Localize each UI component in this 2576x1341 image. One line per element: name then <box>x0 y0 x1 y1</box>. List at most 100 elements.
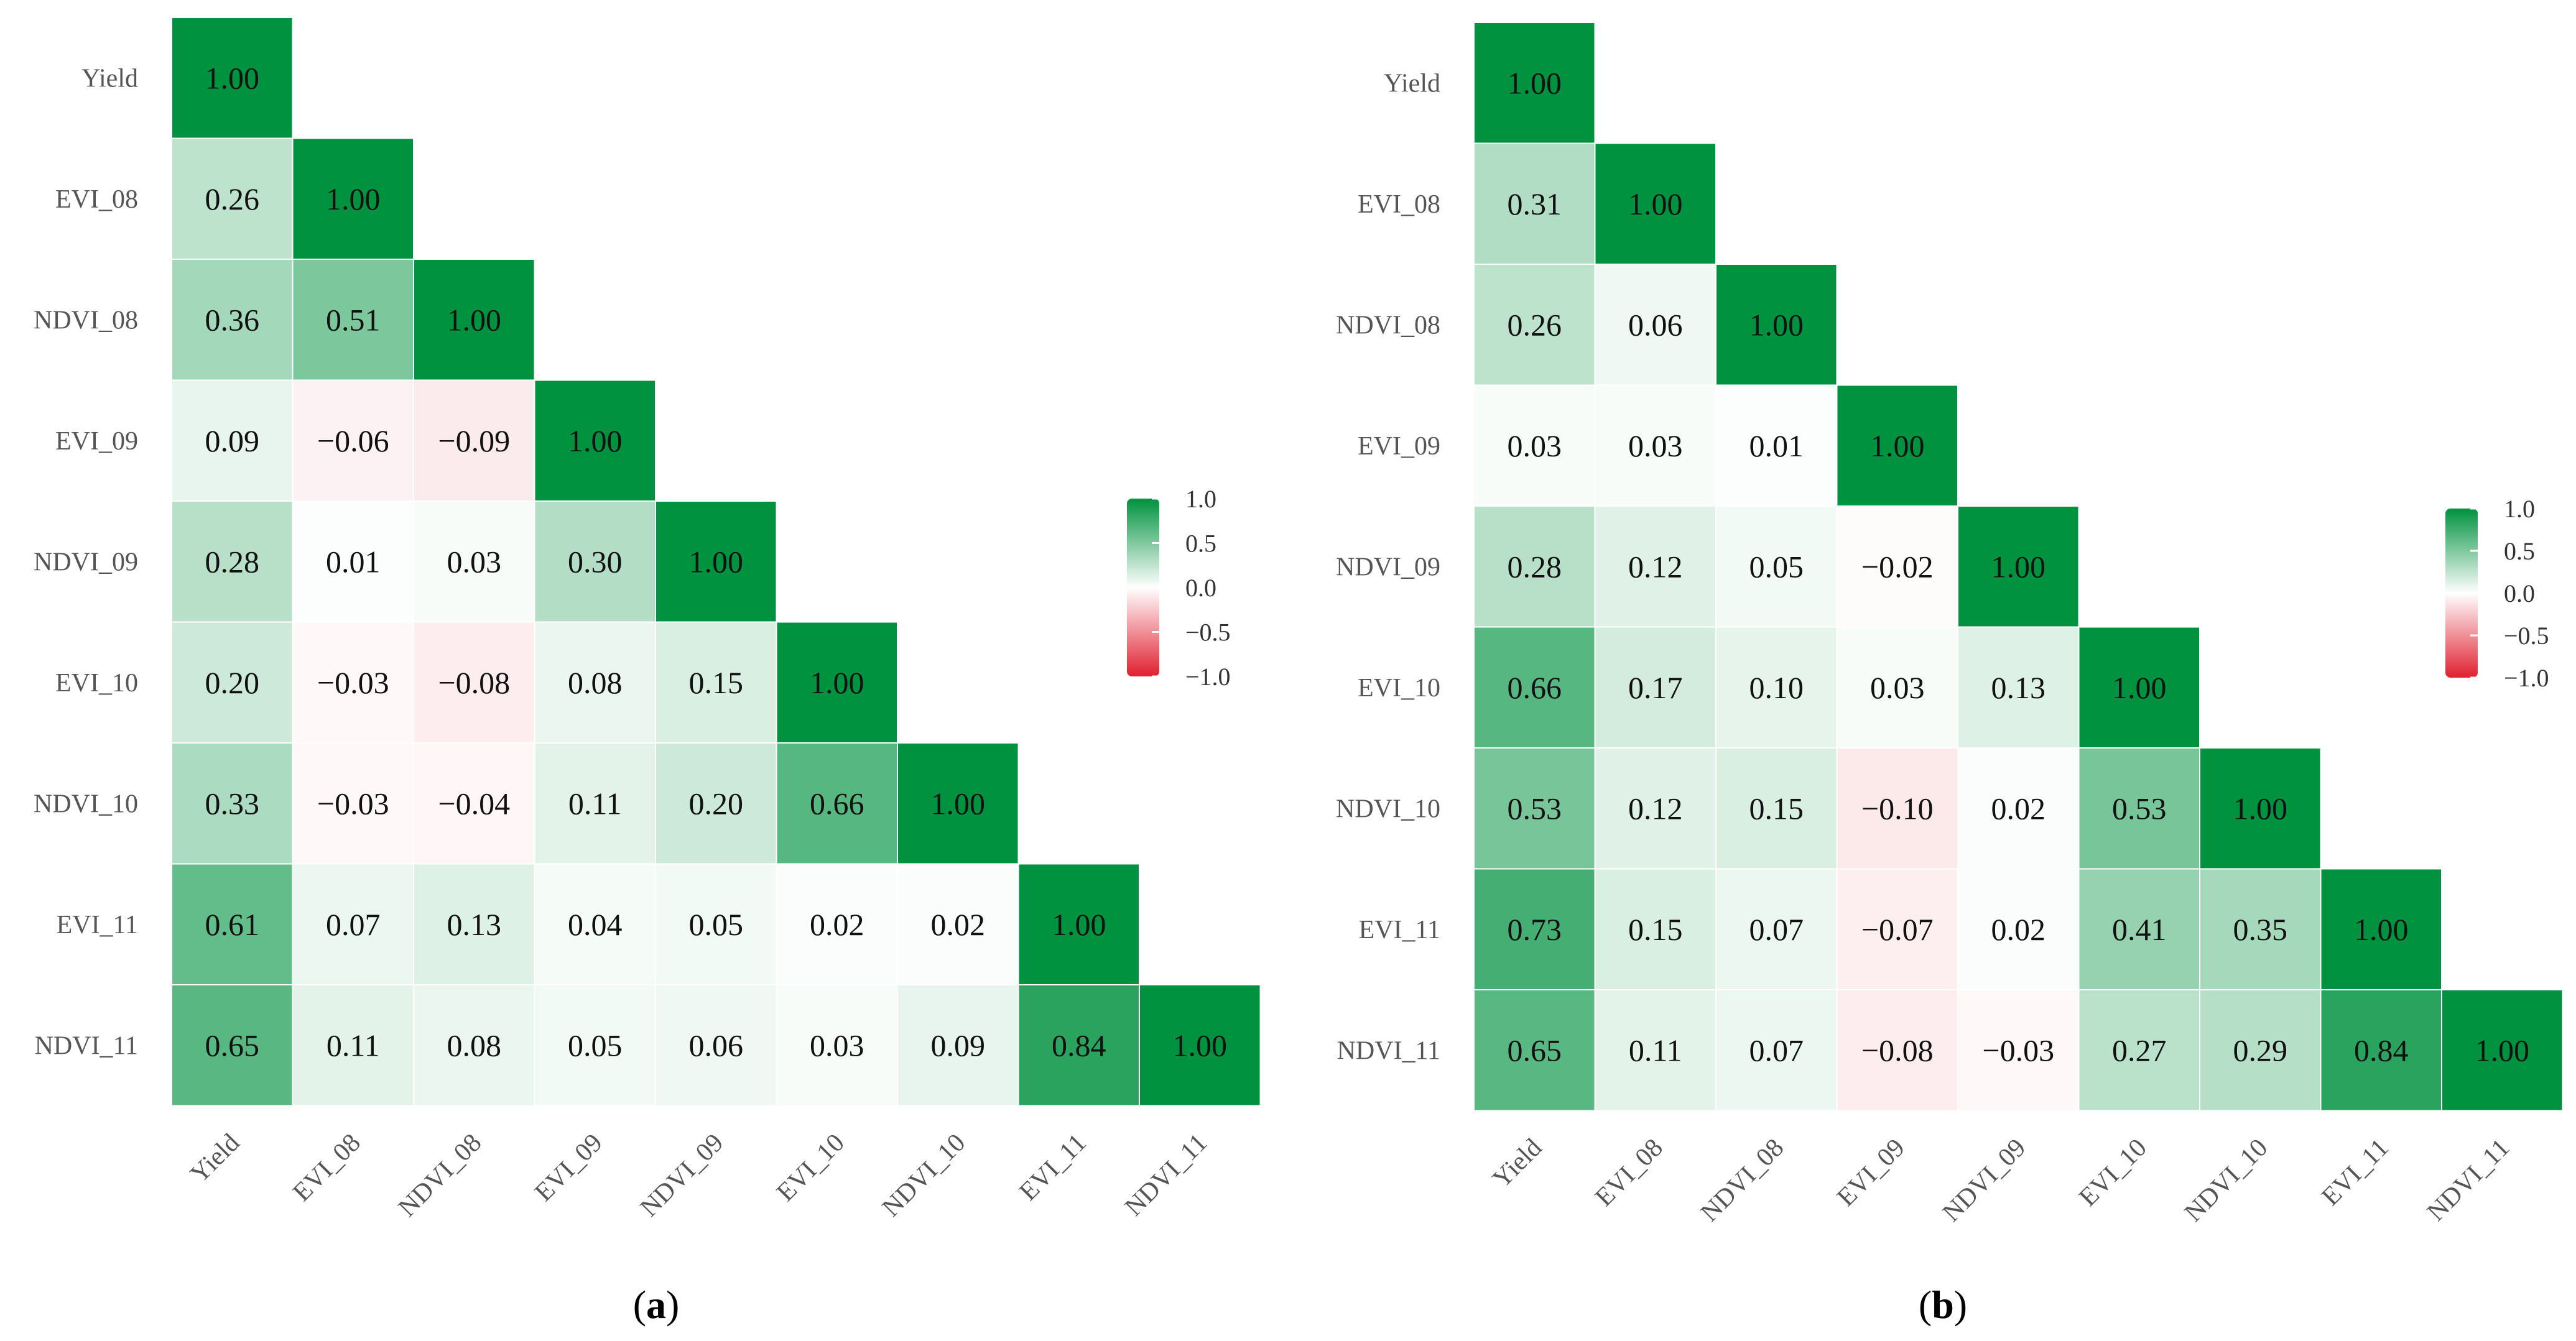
cell-value-label: 0.17 <box>1628 670 1683 705</box>
cell-value-label: −0.02 <box>1861 549 1934 584</box>
cell-value-label: 1.00 <box>568 423 623 458</box>
column-label: EVI_11 <box>2316 1133 2394 1211</box>
heatmap-cell <box>1594 505 1717 628</box>
cell-value-label: 0.41 <box>2112 912 2167 947</box>
heatmap-cell <box>1957 868 2080 990</box>
panel-caption-letter: a <box>646 1283 666 1327</box>
heatmap-cell <box>655 984 777 1107</box>
cell-value-label: 0.35 <box>2233 912 2288 947</box>
heatmap-cell <box>1473 505 1596 628</box>
heatmap-cell <box>1836 989 1958 1112</box>
cell-value-label: 0.66 <box>1508 670 1562 705</box>
heatmap-cell <box>1473 142 1596 265</box>
heatmap-cell <box>1594 384 1717 507</box>
row-label: NDVI_10 <box>1336 795 1440 823</box>
cell-value-label: 0.26 <box>1508 307 1562 342</box>
column-label: EVI_09 <box>1832 1133 1911 1212</box>
heatmap-cell <box>1715 868 1838 990</box>
cell-value-label: 0.07 <box>326 907 381 942</box>
row-label: Yield <box>1384 69 1440 98</box>
legend-tick-label: −0.5 <box>2504 622 2549 650</box>
cell-value-label: 0.29 <box>2233 1033 2288 1067</box>
row-label: EVI_10 <box>55 669 138 698</box>
cell-value-label: 1.00 <box>1628 187 1683 221</box>
heatmap-cell <box>776 742 898 865</box>
heatmap-cell <box>1473 22 1596 144</box>
legend-tick-label: 0.5 <box>1185 530 1216 558</box>
cell-value-label: −0.03 <box>317 786 389 821</box>
heatmap-cell <box>292 137 414 260</box>
heatmap-cell <box>171 984 294 1107</box>
cell-value-label: 0.06 <box>1628 307 1683 342</box>
heatmap-cell <box>534 621 656 744</box>
cell-value-label: 0.08 <box>447 1028 502 1062</box>
cell-value-label: 0.12 <box>1628 549 1683 584</box>
row-label: EVI_09 <box>55 427 138 456</box>
column-label: NDVI_10 <box>877 1128 971 1222</box>
cell-value-label: 0.06 <box>689 1028 744 1062</box>
heatmap-cell <box>292 259 414 381</box>
cell-value-label: 1.00 <box>1173 1028 1228 1062</box>
cell-value-label: 1.00 <box>447 302 502 337</box>
cell-value-label: 0.05 <box>568 1028 623 1062</box>
heatmap-cell <box>2078 989 2200 1112</box>
cell-value-label: 0.27 <box>2112 1033 2167 1067</box>
column-label: EVI_11 <box>1014 1128 1091 1206</box>
row-label: NDVI_11 <box>35 1031 138 1060</box>
cell-value-label: 0.36 <box>205 302 260 337</box>
cell-value-label: 0.15 <box>1628 912 1683 947</box>
heatmap-cell <box>1715 989 1838 1112</box>
cell-value-label: 0.11 <box>327 1028 380 1062</box>
column-label: Yield <box>185 1128 245 1189</box>
cell-value-label: 0.13 <box>447 907 502 942</box>
heatmap-cell <box>1594 868 1717 990</box>
heatmap-cell <box>776 984 898 1107</box>
cell-value-label: 1.00 <box>2233 791 2288 826</box>
cell-value-label: 0.28 <box>205 544 260 579</box>
cell-value-label: 0.53 <box>1508 791 1562 826</box>
cell-value-label: 0.04 <box>568 907 623 942</box>
cell-value-label: 0.05 <box>1749 549 1804 584</box>
heatmap-cell <box>897 863 1019 985</box>
cell-value-label: 1.00 <box>689 544 744 579</box>
cell-value-label: 0.65 <box>1508 1033 1562 1067</box>
cell-value-label: 0.15 <box>689 665 744 700</box>
heatmap-cell <box>2320 868 2442 990</box>
row-label: NDVI_08 <box>1336 311 1440 339</box>
cell-value-label: 1.00 <box>2112 670 2167 705</box>
heatmap-cell <box>1836 747 1958 870</box>
cell-value-label: 0.84 <box>1052 1028 1106 1062</box>
cell-value-label: 0.20 <box>689 786 744 821</box>
column-label: Yield <box>1487 1133 1547 1194</box>
cell-value-label: 0.11 <box>1629 1033 1682 1067</box>
cell-value-label: −0.08 <box>438 665 510 700</box>
cell-value-label: 0.12 <box>1628 791 1683 826</box>
cell-value-label: 0.61 <box>205 907 260 942</box>
cell-value-label: 0.11 <box>568 786 622 821</box>
heatmap-cell <box>171 137 294 260</box>
cell-value-label: 0.15 <box>1749 791 1804 826</box>
cell-value-label: 0.20 <box>205 665 260 700</box>
row-label: EVI_10 <box>1358 674 1440 703</box>
heatmap-cell <box>171 742 294 865</box>
legend-tick-label: −0.5 <box>1185 619 1231 647</box>
panel-caption: (a) <box>633 1283 680 1327</box>
heatmap-cell <box>1836 626 1958 749</box>
column-label: NDVI_09 <box>1937 1133 2031 1227</box>
heatmap-cell <box>1473 626 1596 749</box>
cell-value-label: −0.07 <box>1861 912 1934 947</box>
cell-value-label: 0.02 <box>1991 912 2046 947</box>
heatmap-cell <box>1836 868 1958 990</box>
column-label: NDVI_11 <box>2422 1133 2515 1227</box>
column-label: NDVI_08 <box>1695 1133 1789 1227</box>
row-label: Yield <box>81 64 138 93</box>
cell-value-label: 1.00 <box>1991 549 2046 584</box>
cell-value-label: 0.31 <box>1508 187 1562 221</box>
cell-value-label: 1.00 <box>2475 1033 2530 1067</box>
cell-value-label: 0.28 <box>1508 549 1562 584</box>
cell-value-label: 0.65 <box>205 1028 260 1062</box>
cell-value-label: 0.53 <box>2112 791 2167 826</box>
row-label: NDVI_08 <box>34 306 138 334</box>
heatmap-cell <box>1594 747 1717 870</box>
